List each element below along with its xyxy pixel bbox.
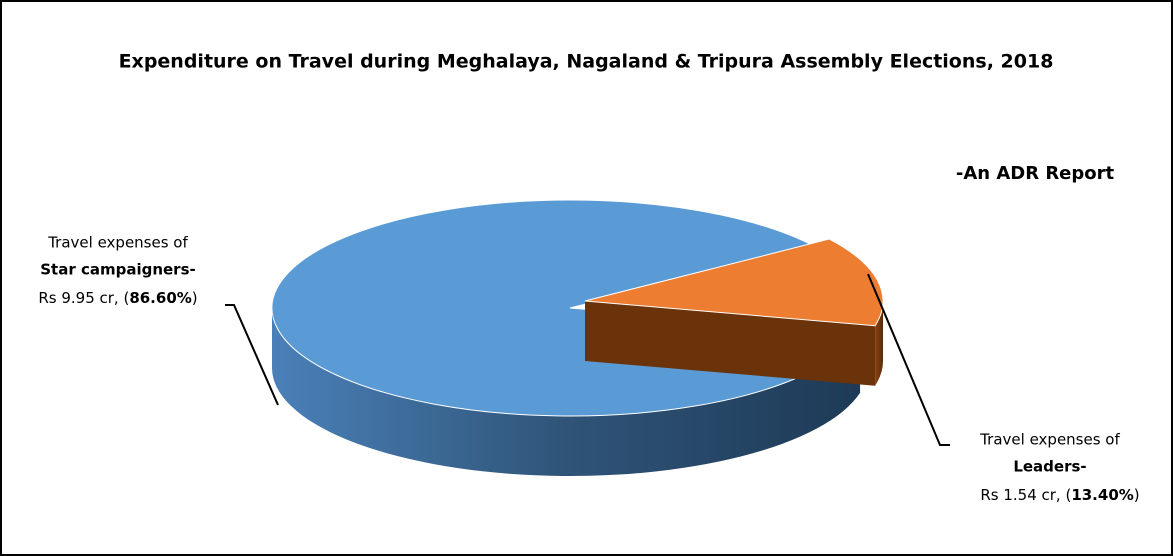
slice <box>584 238 884 327</box>
data-label: Leaders- <box>1013 458 1086 476</box>
pie <box>271 199 884 476</box>
data-label: Travel expenses of <box>979 431 1120 449</box>
amount: Rs 9.95 cr, ( <box>38 289 129 307</box>
data-label: Travel expenses of <box>47 234 188 252</box>
slice-side <box>272 308 861 476</box>
slice-side <box>585 301 876 386</box>
leader-line <box>867 273 950 446</box>
data-label: Rs 1.54 cr, (13.40%) <box>980 486 1139 504</box>
amount: Rs 1.54 cr, ( <box>980 486 1071 504</box>
slice-side <box>875 301 883 386</box>
value-label: 13.40% <box>1071 486 1133 504</box>
chart-title: Expenditure on Travel during Meghalaya, … <box>119 51 1054 73</box>
value-label: 86.60% <box>129 289 191 307</box>
subtitle: -An ADR Report <box>956 163 1115 184</box>
leader-line <box>225 304 279 406</box>
data-label: Star campaigners- <box>40 261 196 279</box>
data-label: Rs 9.95 cr, (86.60%) <box>38 289 197 307</box>
suffix: ) <box>1134 486 1140 504</box>
suffix: ) <box>192 289 198 307</box>
